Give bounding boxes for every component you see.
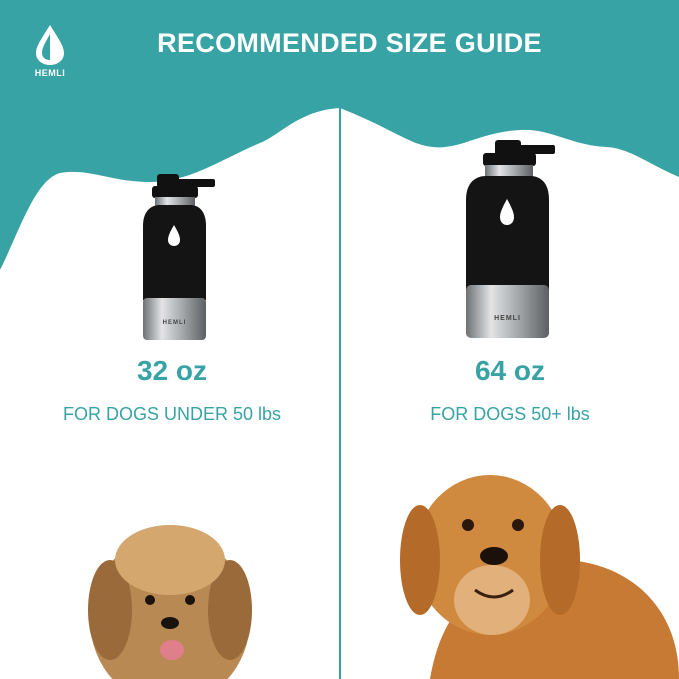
small-dog-photo: [88, 525, 252, 679]
size-64oz: 64 oz: [474, 355, 546, 386]
description-32oz: FOR DOGS UNDER 50 lbs: [62, 404, 282, 424]
size-32oz: 32 oz: [136, 355, 208, 386]
bottle-label: HEMLI: [162, 320, 187, 326]
page-title: RECOMMENDED SIZE GUIDE: [157, 28, 542, 58]
bottle-32oz: [143, 174, 215, 340]
description-64oz: FOR DOGS 50+ lbs: [430, 404, 590, 424]
water-drop-icon: [36, 25, 64, 65]
teal-header-wave: [0, 0, 679, 270]
bottle-label: HEMLI: [494, 315, 521, 322]
bottle-64oz: [466, 140, 555, 338]
large-dog-photo: [400, 475, 679, 679]
brand-name: HEMLI: [34, 68, 66, 78]
